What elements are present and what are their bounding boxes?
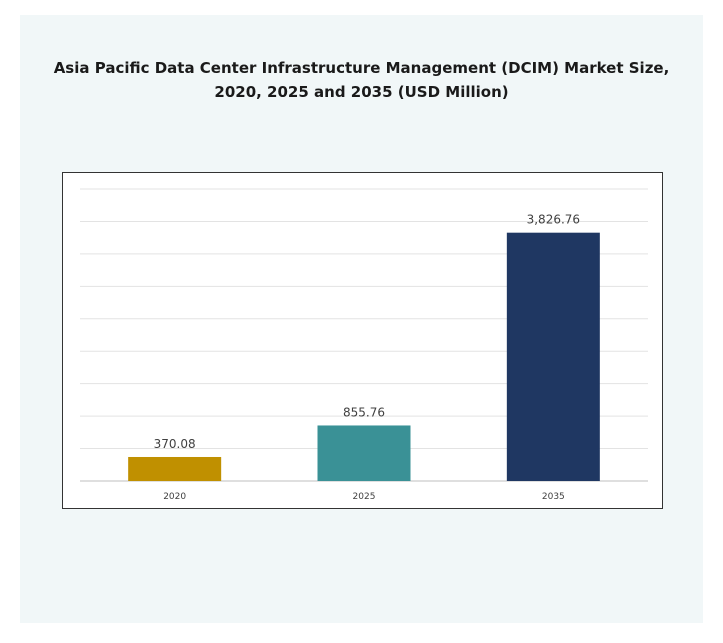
chart-title-line-2: 2020, 2025 and 2035 (USD Million) (214, 83, 509, 101)
bar-2020 (128, 456, 222, 481)
data-label-2020: 370.08 (154, 437, 196, 451)
chart-title: Asia Pacific Data Center Infrastructure … (20, 56, 703, 104)
bar-2025 (317, 425, 411, 481)
x-tick-label-2035: 2035 (542, 492, 565, 502)
x-tick-label-2020: 2020 (163, 492, 186, 502)
x-tick-label-2025: 2025 (353, 492, 376, 502)
chart-title-line-1: Asia Pacific Data Center Infrastructure … (53, 59, 670, 77)
data-label-2025: 855.76 (343, 405, 385, 419)
data-label-2035: 3,826.76 (527, 213, 580, 227)
bar-2035 (506, 232, 600, 481)
